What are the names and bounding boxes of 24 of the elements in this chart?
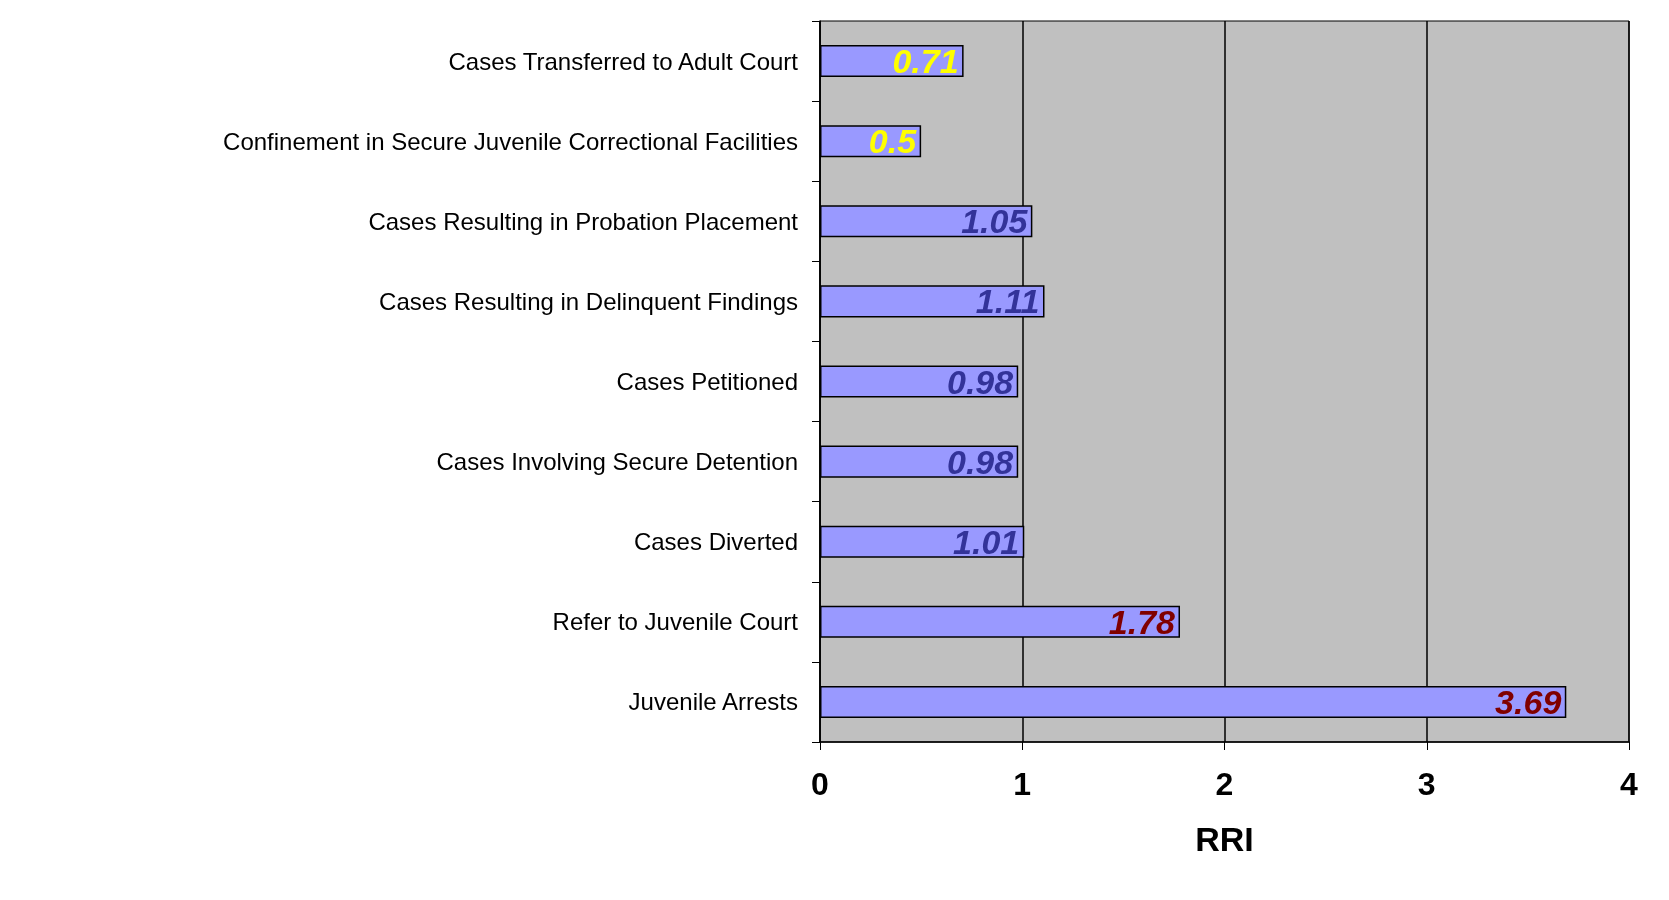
x-tick-label: 0 (811, 766, 829, 802)
x-tick-label: 3 (1417, 766, 1436, 802)
y-tick-label: Cases Resulting in Delinquent Findings (379, 287, 798, 315)
data-label: 0.98 (947, 442, 1014, 481)
y-tick-label: Cases Petitioned (616, 368, 798, 395)
data-label: 1.01 (953, 522, 1020, 561)
data-label: 1.05 (961, 202, 1029, 241)
x-axis-title: RRI (1195, 820, 1254, 858)
y-tick-label: Cases Resulting in Probation Placement (368, 207, 799, 235)
data-label: 0.5 (868, 122, 918, 161)
data-label: 3.69 (1495, 682, 1562, 721)
data-label: 0.98 (947, 362, 1014, 401)
y-tick-label: Refer to Juvenile Court (552, 608, 799, 636)
x-tick-label: 1 (1013, 766, 1032, 802)
data-label: 0.71 (892, 42, 959, 81)
y-tick-label: Cases Involving Secure Detention (436, 448, 798, 476)
y-tick-label: Confinement in Secure Juvenile Correctional Facilities (223, 127, 798, 155)
y-tick-label: Cases Transferred to Adult Court (448, 47, 799, 75)
x-tick-label: 2 (1215, 766, 1234, 802)
data-label: 1.78 (1108, 602, 1176, 641)
x-tick-label: 4 (1620, 766, 1639, 802)
y-tick-label: Juvenile Arrests (628, 688, 798, 716)
data-label: 1.11 (975, 282, 1040, 321)
y-tick-label: Cases Diverted (633, 528, 798, 556)
